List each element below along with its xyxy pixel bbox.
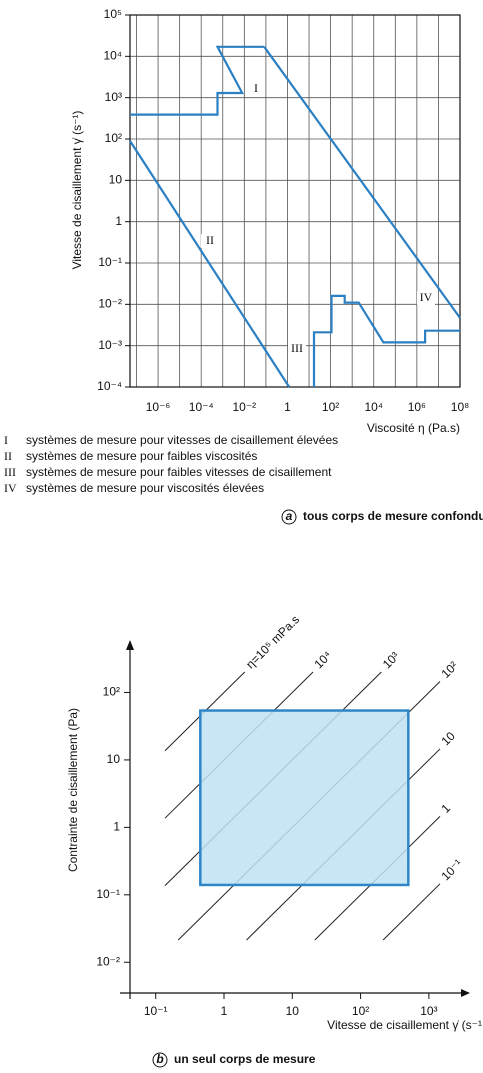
legend-numeral: I: [4, 433, 8, 447]
x-tick-label: 10⁻¹: [144, 1004, 168, 1018]
x-tick-label: 10⁸: [451, 400, 469, 414]
caption: tous corps de mesure confondus: [303, 509, 483, 523]
series-label: II: [206, 233, 214, 247]
y-axis-arrow: [126, 640, 134, 650]
x-tick-label: 1: [221, 1004, 228, 1018]
viscosity-line: [382, 883, 441, 941]
caption-letter: b: [156, 1052, 163, 1066]
y-tick-label: 10⁴: [103, 49, 122, 63]
legend-numeral: II: [4, 449, 12, 463]
series-label-bg: [201, 234, 219, 248]
series-label: I: [254, 81, 258, 95]
series-label: IV: [420, 290, 433, 304]
y-tick-label: 10⁻³: [98, 338, 122, 352]
series-label-bg: [288, 342, 306, 356]
region-boundary: [129, 140, 291, 388]
measuring-range: [199, 709, 410, 887]
caption-badge: [281, 509, 297, 525]
region-boundary: [263, 46, 461, 319]
y-axis-label: Vitesse de cisaillement γ̇ (s⁻¹): [70, 111, 84, 270]
region-boundary: [312, 294, 460, 387]
y-tick-label: 10⁻⁴: [97, 379, 122, 393]
x-tick-label: 10: [286, 1004, 300, 1018]
y-tick-label: 10⁻¹: [98, 255, 122, 269]
x-axis-arrow: [461, 989, 470, 997]
legend-text: systèmes de mesure pour faibles vitesses…: [26, 465, 332, 479]
x-axis-label: Viscosité η (Pa.s): [367, 421, 460, 435]
y-tick-label: 10³: [105, 90, 122, 104]
y-tick-label: 10²: [103, 685, 120, 699]
x-tick-label: 1: [284, 400, 291, 414]
y-tick-label: 10⁻¹: [96, 887, 120, 901]
x-tick-label: 10²: [352, 1004, 369, 1018]
x-tick-label: 10⁻⁶: [146, 400, 171, 414]
y-tick-label: 1: [115, 214, 122, 228]
x-axis-label: Vitesse de cisaillement γ̇ (s⁻¹: [327, 1018, 482, 1032]
region-boundary: [130, 45, 265, 116]
y-tick-label: 10²: [105, 131, 122, 145]
y-tick-label: 10⁻²: [98, 297, 122, 311]
plot-frame: [129, 14, 461, 388]
x-tick-label: 10⁴: [364, 400, 383, 414]
y-axis-label: Contrainte de cisaillement (Pa): [66, 708, 80, 872]
series-label-bg: [247, 82, 265, 96]
x-tick-label: 10³: [420, 1004, 437, 1018]
x-tick-label: 10⁻²: [232, 400, 256, 414]
legend-numeral: III: [4, 465, 16, 479]
y-tick-label: 10⁵: [104, 7, 122, 21]
legend-text: systèmes de mesure pour vitesses de cisa…: [26, 433, 338, 447]
caption-letter: a: [286, 509, 293, 523]
x-tick-label: 10⁶: [408, 400, 426, 414]
caption-badge: [152, 1052, 168, 1068]
series-label: III: [291, 341, 303, 355]
legend-text: systèmes de mesure pour faibles viscosit…: [26, 449, 257, 463]
y-tick-label: 10⁻²: [96, 954, 120, 968]
x-tick-label: 10²: [322, 400, 339, 414]
legend-numeral: IV: [4, 481, 17, 495]
caption: un seul corps de mesure: [174, 1052, 316, 1066]
y-tick-label: 1: [113, 820, 120, 834]
y-tick-label: 10: [109, 173, 123, 187]
legend-text: systèmes de mesure pour viscosités élevé…: [26, 481, 264, 495]
series-label-bg: [417, 291, 435, 305]
x-tick-label: 10⁻⁴: [189, 400, 214, 414]
y-tick-label: 10: [107, 752, 121, 766]
